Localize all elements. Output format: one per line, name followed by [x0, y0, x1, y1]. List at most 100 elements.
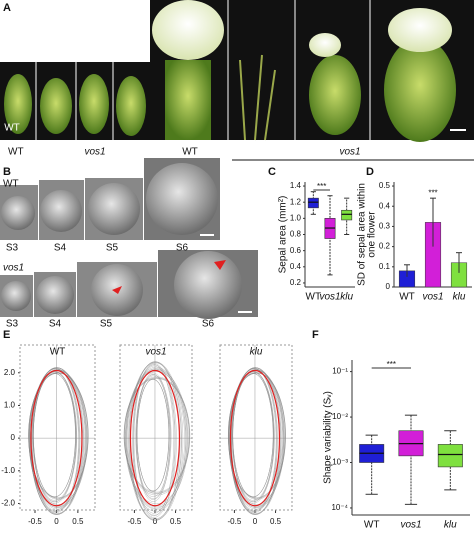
x-tick-label: WT [306, 292, 322, 303]
contour-line [28, 369, 87, 509]
y-tick-label: 1.0 [4, 401, 16, 410]
y-tick-label: 0 [11, 433, 16, 442]
contour-line [28, 372, 88, 499]
x-tick-label: vos1 [400, 520, 421, 531]
genotype-label: vos1 [3, 263, 24, 274]
y-tick-label: 10⁻³ [332, 458, 348, 467]
contour-line [33, 373, 76, 498]
plot-title: klu [250, 347, 263, 358]
contour-line [135, 374, 172, 499]
contour-line [124, 377, 190, 494]
y-tick-label: 0.5 [379, 181, 391, 190]
x-tick-label: vos1 [319, 292, 340, 303]
y-tick-label: 0.2 [290, 278, 302, 287]
x-tick-label: WT [399, 292, 415, 303]
x-tick-label: klu [340, 292, 353, 303]
stage-label: S3 [6, 319, 19, 330]
y-axis-label: SD of sepal area within [357, 183, 368, 286]
box [341, 209, 353, 221]
x-tick-label: WT [364, 520, 380, 531]
contour-line [33, 373, 76, 498]
bud-label: WT [4, 123, 20, 134]
y-tick-label: 0.3 [379, 222, 391, 231]
contour-line [127, 368, 185, 509]
x-tick-label: vos1 [422, 292, 443, 303]
stage-label: S3 [6, 243, 19, 254]
y-tick-label: -1.0 [1, 466, 15, 475]
y-tick-label: 2.0 [4, 368, 16, 377]
mean-contour [229, 369, 281, 507]
contour-line [136, 379, 170, 492]
x-tick-label: -0.5 [128, 517, 142, 526]
flower-label: WT [182, 147, 198, 158]
contour-line [124, 369, 189, 508]
contour-line [125, 371, 188, 505]
x-tick-label: -0.5 [228, 517, 242, 526]
contour-line [136, 379, 170, 492]
stage-label: S4 [49, 319, 62, 330]
plot-title: WT [50, 347, 66, 358]
stage-label: S6 [202, 319, 215, 330]
x-tick-label: klu [453, 292, 466, 303]
x-tick-label: 0 [253, 517, 258, 526]
contour-line [229, 367, 282, 515]
stage-label: S6 [176, 243, 189, 254]
contour-line [125, 368, 188, 510]
x-tick-label: 0 [54, 517, 59, 526]
contour-line [133, 364, 175, 517]
panel-label: C [268, 166, 276, 178]
contour-line [128, 361, 184, 521]
contour-line [129, 361, 182, 521]
panel-label: E [3, 329, 10, 341]
annotation: *** [387, 360, 396, 369]
contour-line [232, 373, 274, 498]
contour-line [126, 366, 186, 512]
contour-line [231, 368, 277, 511]
y-tick-label: 1.0 [290, 213, 302, 222]
x-tick-label: 0.5 [72, 517, 84, 526]
y-tick-label: 10⁻⁴ [331, 503, 348, 512]
contour-line [133, 365, 176, 514]
y-tick-label: 0.6 [290, 246, 302, 255]
stage-label: S4 [54, 243, 67, 254]
y-tick-label: 10⁻² [332, 412, 348, 421]
contour-line [31, 368, 81, 512]
contour-line [123, 377, 191, 494]
panel-label: D [366, 166, 374, 178]
y-tick-label: 0.4 [379, 201, 391, 210]
contour-line [230, 368, 278, 512]
annotation: *** [317, 182, 326, 191]
y-tick-label: -2.0 [1, 499, 15, 508]
stage-label: S5 [106, 243, 119, 254]
bud-label: WT [8, 147, 24, 158]
photo-panel-b [0, 158, 258, 319]
panel-label: B [3, 166, 11, 178]
x-tick-label: 0.5 [170, 517, 182, 526]
flower-label: vos1 [339, 147, 360, 158]
box [437, 444, 463, 468]
contour-line [31, 368, 80, 511]
y-axis-label: Sepal area (mm²) [278, 196, 289, 274]
y-tick-label: 0 [386, 282, 391, 291]
contour-line [228, 372, 286, 499]
x-tick-label: -0.5 [28, 517, 42, 526]
mean-contour [129, 369, 181, 507]
y-tick-label: 1.2 [290, 197, 302, 206]
photo-panel-a [0, 0, 474, 161]
contour-line [136, 373, 170, 500]
contour-line [128, 362, 183, 519]
plot-title: vos1 [145, 347, 166, 358]
y-axis-label: Shape variability (Sᵥ) [323, 391, 334, 484]
contour-line [135, 372, 171, 502]
contour-line [132, 363, 176, 518]
box [307, 197, 319, 209]
y-tick-label: 0.8 [290, 230, 302, 239]
y-tick-label: 1.4 [290, 181, 302, 190]
y-tick-label: 0.2 [379, 242, 391, 251]
x-tick-label: klu [444, 520, 457, 531]
y-axis-label: one flower [367, 211, 378, 258]
stage-label: S5 [100, 319, 113, 330]
x-tick-label: 0 [153, 517, 158, 526]
y-tick-label: 0.4 [290, 262, 302, 271]
